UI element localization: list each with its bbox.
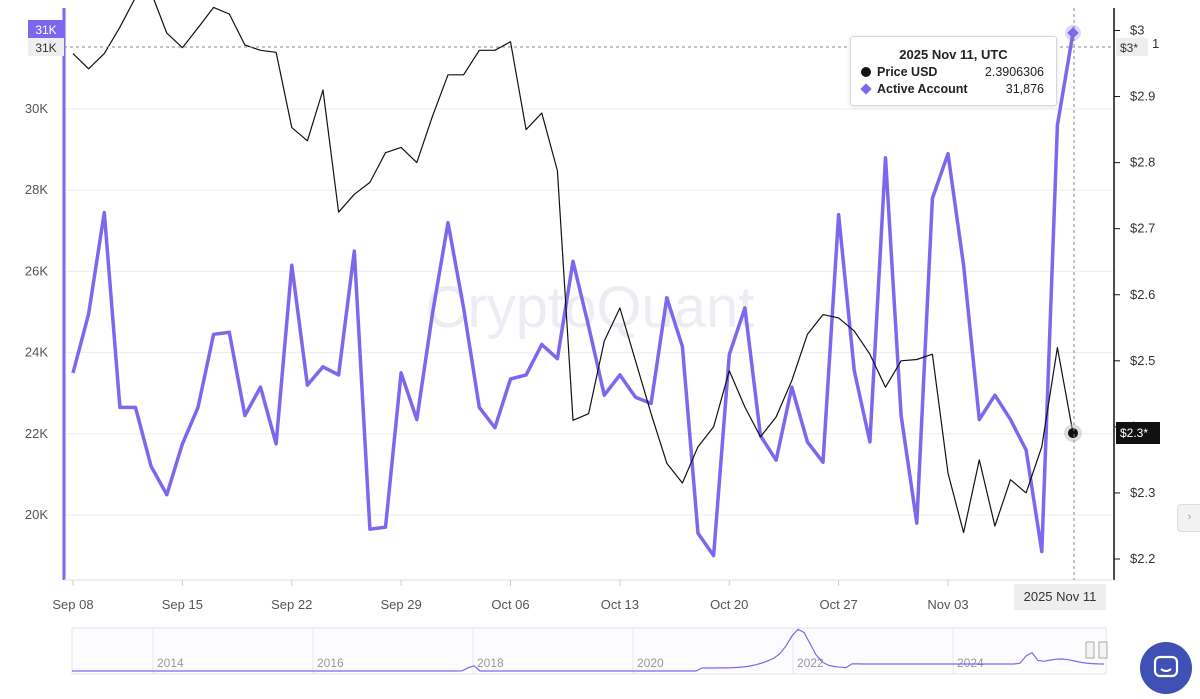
circle-icon xyxy=(861,67,871,77)
chat-button[interactable] xyxy=(1140,642,1192,694)
right-crosshair-label: $3* xyxy=(1120,41,1138,55)
navigator-sparkline xyxy=(72,628,1105,672)
x-tick-label: Nov 03 xyxy=(927,597,968,612)
x-tick-label: Sep 08 xyxy=(52,597,93,612)
tooltip-active-value: 31,876 xyxy=(1005,82,1044,96)
left-tick-label: 30K xyxy=(25,101,48,116)
tooltip-price-label: Price USD xyxy=(877,65,938,79)
series-layer xyxy=(71,0,1082,558)
price-crosshair-label-box xyxy=(1116,422,1160,444)
navigator-year-label: 2018 xyxy=(477,656,504,670)
left-tick-label: 26K xyxy=(25,263,48,278)
x-tick-label: Oct 20 xyxy=(710,597,748,612)
left-tick-label: 22K xyxy=(25,426,48,441)
navigator-handle-left[interactable] xyxy=(1085,641,1095,659)
right-axis-ticks: $2.2$2.3$2.4$2.5$2.6$2.7$2.8$2.9$3 xyxy=(1114,23,1155,566)
x-tick-label: Oct 13 xyxy=(601,597,639,612)
right-tick-label: $2.3 xyxy=(1130,485,1155,500)
x-tick-label: Sep 22 xyxy=(271,597,312,612)
navigator-year-label: 2014 xyxy=(157,656,184,670)
x-tick-label: Oct 06 xyxy=(491,597,529,612)
right-top-partial-label: 1 xyxy=(1152,36,1159,51)
left-tick-label: 28K xyxy=(25,182,48,197)
right-tick-label: $2.6 xyxy=(1130,287,1155,302)
x-tick-label: Sep 15 xyxy=(162,597,203,612)
tooltip: 2025 Nov 11, UTC Price USD 2.3906306 Act… xyxy=(850,36,1057,106)
right-crosshair-label-box xyxy=(1116,38,1148,56)
left-tick-label: 20K xyxy=(25,507,48,522)
right-tick-label: $3 xyxy=(1130,23,1144,38)
right-tick-label: $2.2 xyxy=(1130,551,1155,566)
grid-lines xyxy=(64,108,1114,516)
right-tick-label: $2.7 xyxy=(1130,221,1155,236)
navigator-year-label: 2020 xyxy=(637,656,664,670)
active-account-point xyxy=(1067,27,1079,39)
x-axis-ticks: Sep 08 Sep 15 Sep 22 Sep 29 Oct 06 Oct 13 Oct … xyxy=(52,580,969,612)
price-point xyxy=(1068,428,1078,439)
right-tick-label: $2.5 xyxy=(1130,353,1155,368)
left-axis-ticks: 20K 22K 24K 26K 28K 30K xyxy=(25,101,48,522)
tooltip-row-active: Active Account 31,876 xyxy=(860,82,1056,96)
x-tick-label: Oct 27 xyxy=(819,597,857,612)
left-tick-label: 24K xyxy=(25,345,48,360)
chat-bubble-icon xyxy=(1153,655,1179,678)
x-tick-label: Sep 29 xyxy=(381,597,422,612)
left-crosshair-label: 31K xyxy=(35,41,56,55)
chevron-right-icon[interactable]: › xyxy=(1177,504,1200,532)
tooltip-active-label: Active Account xyxy=(877,82,968,96)
x-crosshair-label-box xyxy=(1014,584,1106,610)
navigator-frame[interactable] xyxy=(71,627,1107,675)
navigator-year-label: 2024 xyxy=(957,656,984,670)
navigator-year-label: 2016 xyxy=(317,656,344,670)
price-crosshair-label: $2.3* xyxy=(1120,426,1148,440)
tooltip-date: 2025 Nov 11, UTC xyxy=(899,47,1008,62)
diamond-icon xyxy=(860,83,872,95)
navigator-handle-right[interactable] xyxy=(1098,641,1108,659)
navigator-year-label: 2022 xyxy=(797,656,824,670)
right-tick-label: $2.9 xyxy=(1130,89,1155,104)
active-account-series-line xyxy=(71,32,1075,558)
price-usd-series-line xyxy=(72,0,1074,534)
tooltip-price-value: 2.3906306 xyxy=(984,65,1044,79)
left-crosshair-label-box xyxy=(28,38,64,56)
tooltip-row-price: Price USD 2.3906306 xyxy=(861,65,1056,79)
right-tick-label: $2.8 xyxy=(1130,155,1155,170)
navigator-years: 2014 2016 2018 2020 2022 2024 xyxy=(152,628,984,674)
left-top-label-box xyxy=(28,20,64,38)
x-crosshair-label: 2025 Nov 11 xyxy=(1024,589,1097,604)
left-top-label: 31K xyxy=(35,23,56,37)
